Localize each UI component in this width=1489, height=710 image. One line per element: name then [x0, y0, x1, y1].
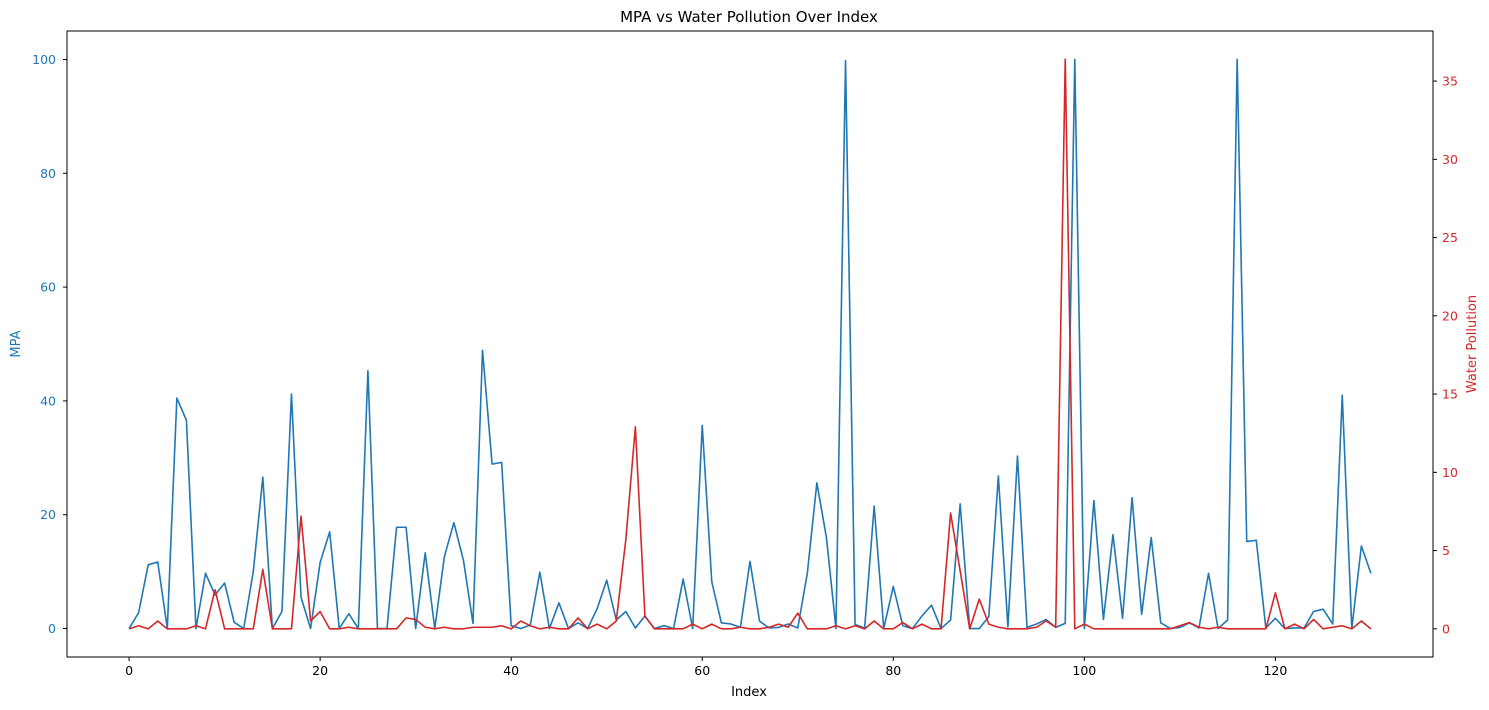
left-y-tick-label: 60	[40, 280, 56, 295]
x-tick-label: 20	[312, 663, 328, 678]
x-tick-label: 100	[1072, 663, 1096, 678]
right-y-tick-label: 25	[1442, 230, 1458, 245]
right-y-tick-label: 30	[1442, 152, 1458, 167]
right-y-tick-label: 10	[1442, 465, 1458, 480]
chart-title: MPA vs Water Pollution Over Index	[620, 8, 878, 26]
left-y-tick-label: 0	[48, 621, 56, 636]
x-axis: 0 20 40 60 80 100 120	[125, 657, 1287, 678]
x-tick-label: 80	[885, 663, 901, 678]
right-y-axis: 0 5 10 15 20 25 30 35	[1433, 74, 1458, 636]
right-y-tick-label: 15	[1442, 387, 1458, 402]
right-y-tick-label: 20	[1442, 308, 1458, 323]
x-tick-label: 40	[503, 663, 519, 678]
series-line-mpa	[128, 58, 1372, 630]
left-y-tick-label: 100	[32, 52, 56, 67]
left-y-tick-label: 80	[40, 166, 56, 181]
x-tick-label: 60	[694, 663, 710, 678]
left-y-tick-label: 20	[40, 507, 56, 522]
left-y-tick-label: 40	[40, 393, 56, 408]
x-axis-label: Index	[731, 685, 767, 700]
left-y-axis-label: MPA	[9, 330, 24, 357]
left-y-axis: 0 20 40 60 80 100	[32, 52, 67, 636]
right-y-tick-label: 0	[1442, 621, 1450, 636]
series-line-water-pollution	[128, 58, 1372, 630]
x-tick-label: 0	[125, 663, 133, 678]
plot-area	[66, 30, 1434, 658]
right-y-tick-label: 5	[1442, 543, 1450, 558]
series-lines	[128, 58, 1372, 630]
x-tick-label: 120	[1263, 663, 1287, 678]
right-y-tick-label: 35	[1442, 74, 1458, 89]
right-y-axis-label: Water Pollution	[1465, 295, 1480, 393]
